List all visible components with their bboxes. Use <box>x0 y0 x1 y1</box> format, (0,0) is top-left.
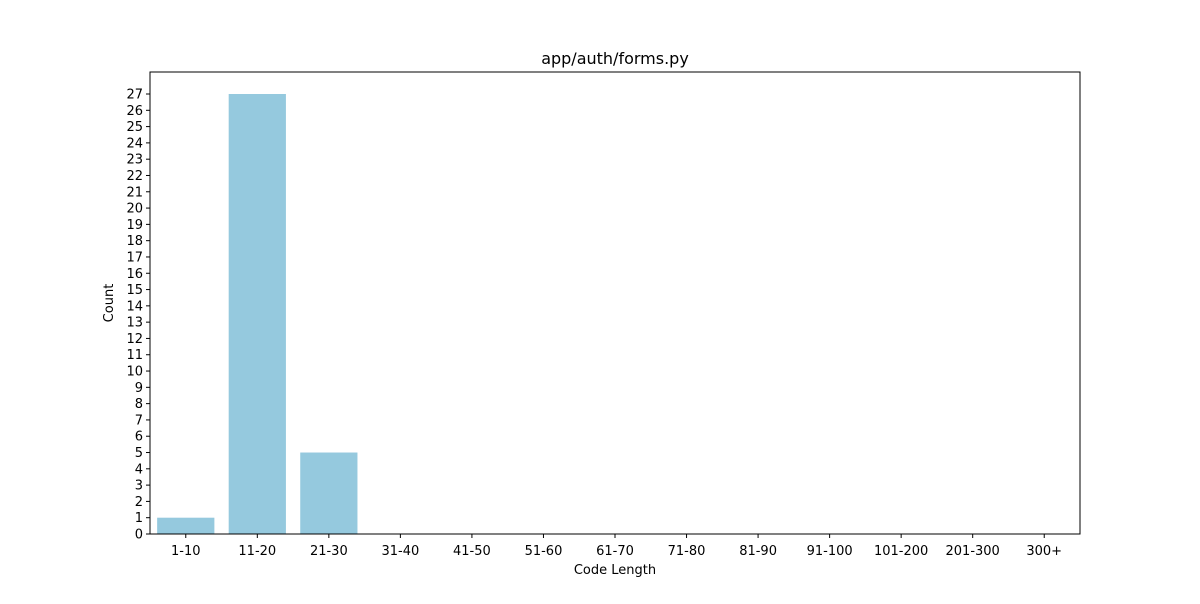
y-tick-label-3: 3 <box>135 479 143 494</box>
y-tick-label-19: 19 <box>126 218 143 233</box>
bars-layer <box>157 94 358 534</box>
x-axis: 1-10 11-20 21-30 31-40 41-50 51-60 61-70 71-80 8… <box>171 534 1062 559</box>
y-tick-label-25: 25 <box>126 120 143 135</box>
bar-1-10 <box>157 517 215 534</box>
y-tick-label-24: 24 <box>126 136 143 151</box>
x-tick-label-41-50: 41-50 <box>453 544 491 559</box>
y-tick-label-6: 6 <box>135 430 143 445</box>
y-tick-label-9: 9 <box>135 381 143 396</box>
x-tick-label-300+: 300+ <box>1026 544 1062 559</box>
x-tick-label-81-90: 81-90 <box>739 544 777 559</box>
y-axis: 0123456789101112131415161718192021222324… <box>126 88 150 543</box>
x-tick-label-71-80: 71-80 <box>668 544 706 559</box>
y-tick-label-22: 22 <box>126 169 143 184</box>
y-tick-label-17: 17 <box>126 250 143 265</box>
x-tick-label-91-100: 91-100 <box>807 544 853 559</box>
x-tick-label-101-200: 101-200 <box>874 544 928 559</box>
y-tick-label-12: 12 <box>126 332 143 347</box>
bar-21-30 <box>300 452 358 534</box>
y-tick-label-13: 13 <box>126 316 143 331</box>
y-tick-label-26: 26 <box>126 104 143 119</box>
x-tick-label-21-30: 21-30 <box>310 544 348 559</box>
y-tick-label-2: 2 <box>135 495 143 510</box>
x-tick-label-1-10: 1-10 <box>171 544 201 559</box>
y-tick-label-15: 15 <box>126 283 143 298</box>
x-axis-label: Code Length <box>574 563 656 578</box>
y-tick-label-10: 10 <box>126 365 143 380</box>
y-tick-label-11: 11 <box>126 348 143 363</box>
y-tick-label-1: 1 <box>135 511 143 526</box>
y-tick-label-8: 8 <box>135 397 143 412</box>
y-tick-label-16: 16 <box>126 267 143 282</box>
y-tick-label-7: 7 <box>135 413 143 428</box>
x-tick-label-11-20: 11-20 <box>238 544 276 559</box>
y-tick-label-14: 14 <box>126 299 143 314</box>
y-tick-label-0: 0 <box>135 528 143 543</box>
x-tick-label-201-300: 201-300 <box>946 544 1000 559</box>
y-tick-label-23: 23 <box>126 153 143 168</box>
y-tick-label-5: 5 <box>135 446 143 461</box>
x-tick-label-61-70: 61-70 <box>596 544 634 559</box>
y-tick-label-27: 27 <box>126 88 143 103</box>
y-axis-label: Count <box>102 284 117 323</box>
y-tick-label-18: 18 <box>126 234 143 249</box>
x-tick-label-31-40: 31-40 <box>381 544 419 559</box>
y-tick-label-4: 4 <box>135 462 143 477</box>
chart-title: app/auth/forms.py <box>541 49 689 68</box>
y-tick-label-20: 20 <box>126 202 143 217</box>
bar-11-20 <box>228 94 286 534</box>
x-tick-label-51-60: 51-60 <box>525 544 563 559</box>
y-tick-label-21: 21 <box>126 185 143 200</box>
